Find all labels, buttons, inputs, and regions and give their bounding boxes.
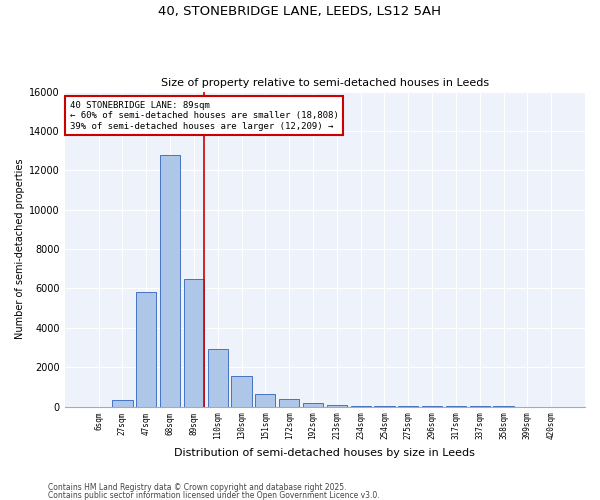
- Text: Contains HM Land Registry data © Crown copyright and database right 2025.: Contains HM Land Registry data © Crown c…: [48, 484, 347, 492]
- Text: 40, STONEBRIDGE LANE, LEEDS, LS12 5AH: 40, STONEBRIDGE LANE, LEEDS, LS12 5AH: [158, 5, 442, 18]
- Text: 40 STONEBRIDGE LANE: 89sqm
← 60% of semi-detached houses are smaller (18,808)
39: 40 STONEBRIDGE LANE: 89sqm ← 60% of semi…: [70, 101, 339, 131]
- Text: Contains public sector information licensed under the Open Government Licence v3: Contains public sector information licen…: [48, 490, 380, 500]
- Bar: [232, 376, 251, 406]
- Bar: [184, 278, 204, 406]
- X-axis label: Distribution of semi-detached houses by size in Leeds: Distribution of semi-detached houses by …: [175, 448, 475, 458]
- Bar: [136, 292, 157, 406]
- Y-axis label: Number of semi-detached properties: Number of semi-detached properties: [15, 159, 25, 340]
- Bar: [279, 398, 299, 406]
- Bar: [326, 404, 347, 406]
- Title: Size of property relative to semi-detached houses in Leeds: Size of property relative to semi-detach…: [161, 78, 489, 88]
- Bar: [303, 403, 323, 406]
- Bar: [255, 394, 275, 406]
- Bar: [208, 350, 228, 406]
- Bar: [160, 154, 180, 406]
- Bar: [112, 400, 133, 406]
